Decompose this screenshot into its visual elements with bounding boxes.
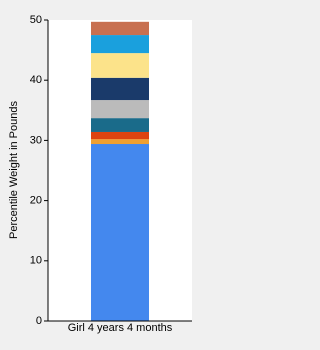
bar-segment [91, 53, 149, 78]
bar-segment [91, 77, 149, 101]
y-tick-label: 30 [30, 134, 42, 146]
y-tick-label: 10 [30, 255, 42, 267]
bar-segment [91, 118, 149, 132]
bar-segment [91, 144, 149, 321]
chart: Percentile Weight in Pounds 0 10 20 30 40 50 G… [8, 14, 192, 334]
y-axis-label: Percentile Weight in Pounds [8, 101, 20, 239]
bar-segment [91, 35, 149, 54]
bar-segment [91, 21, 149, 36]
x-tick-label: Girl 4 years 4 months [68, 322, 173, 334]
y-tick-label: 50 [30, 14, 42, 26]
y-tick-label: 0 [36, 315, 42, 327]
bar-segment [91, 131, 149, 140]
y-tick-label: 40 [30, 74, 42, 86]
bar-segment [91, 100, 149, 119]
y-tick-label: 20 [30, 195, 42, 207]
bar-segment [91, 139, 149, 145]
